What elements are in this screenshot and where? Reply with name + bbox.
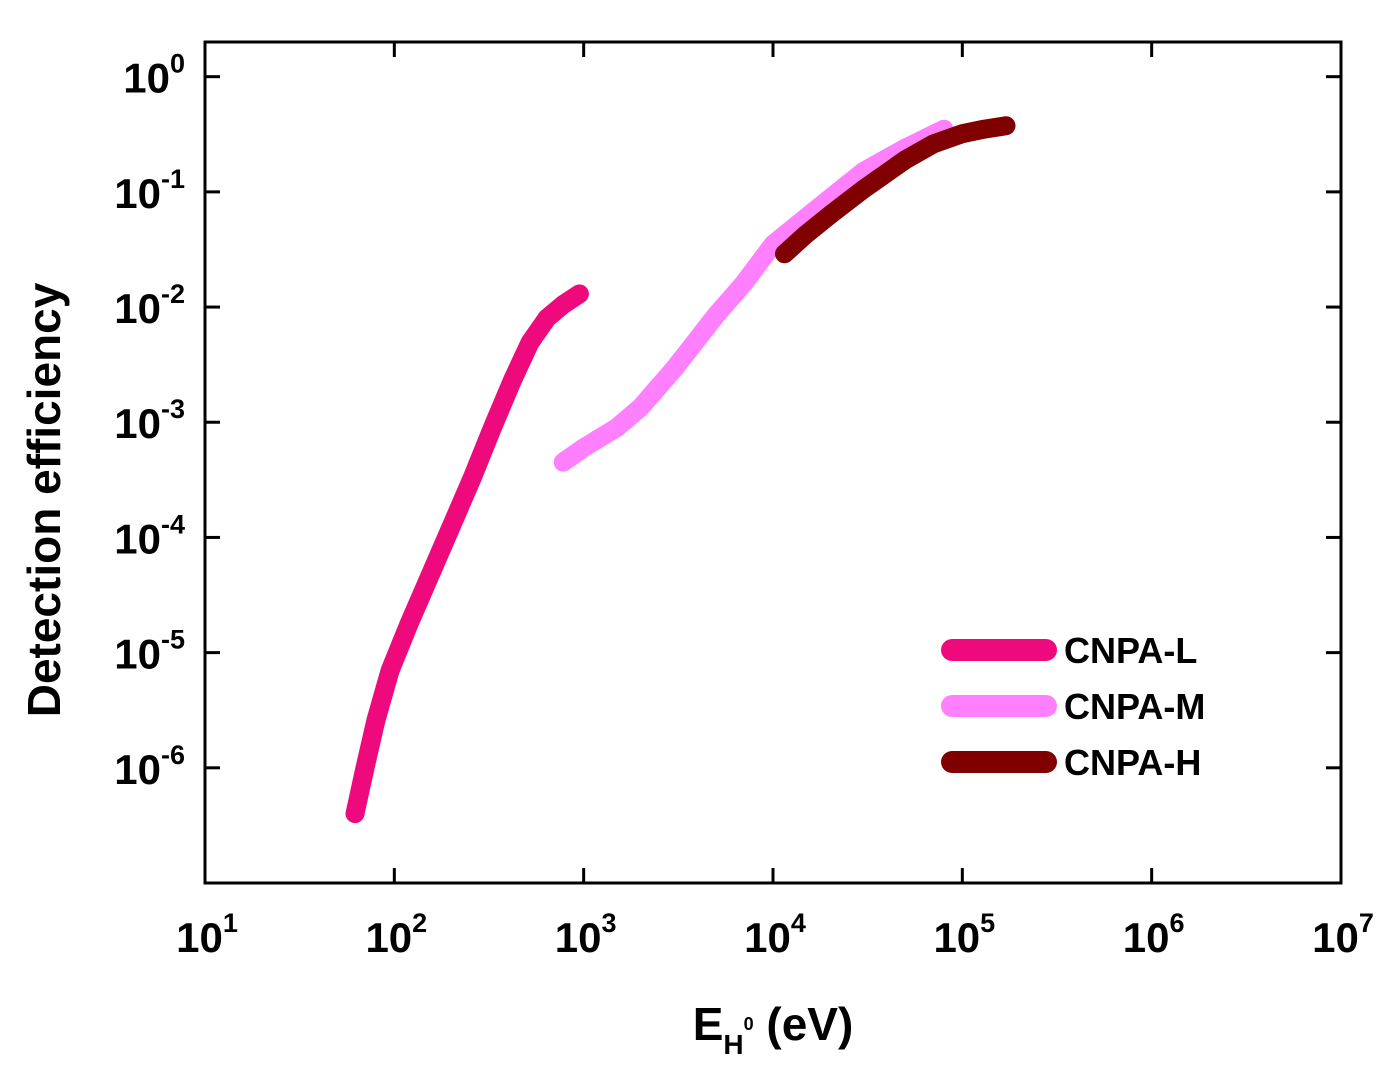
x-axis-title: EH0 (eV): [693, 998, 854, 1060]
legend-label-cnpa-h: CNPA-H: [1064, 742, 1201, 783]
y-tick-label: 10-5: [114, 625, 185, 678]
x-tick-label: 104: [744, 908, 806, 961]
x-axis-ticks: 101 102 103 104 105 106 107: [176, 42, 1374, 961]
x-tick-label: 107: [1312, 908, 1374, 961]
y-tick-label: 100: [123, 49, 185, 102]
series-line-cnpa-h: [775, 116, 1016, 264]
x-tick-label: 101: [176, 908, 238, 961]
x-tick-label: 105: [933, 908, 995, 961]
x-tick-label: 103: [555, 908, 617, 961]
legend-label-cnpa-l: CNPA-L: [1064, 630, 1197, 671]
y-axis-ticks: 100 10-1 10-2 10-3 10-4 10-5 10-6: [114, 49, 1341, 793]
y-tick-label: 10-3: [114, 394, 185, 447]
y-tick-label: 10-6: [114, 740, 185, 793]
x-tick-label: 102: [365, 908, 427, 961]
y-tick-label: 10-1: [114, 164, 185, 217]
legend-label-cnpa-m: CNPA-M: [1064, 686, 1205, 727]
y-tick-label: 10-2: [114, 279, 185, 332]
series-line-cnpa-l: [345, 284, 589, 824]
y-axis-title: Detection efficiency: [18, 282, 70, 717]
x-tick-label: 106: [1123, 908, 1185, 961]
series-line-cnpa-m: [553, 119, 954, 472]
y-tick-label: 10-4: [114, 509, 185, 562]
legend: CNPA-L CNPA-M CNPA-H: [941, 630, 1205, 783]
